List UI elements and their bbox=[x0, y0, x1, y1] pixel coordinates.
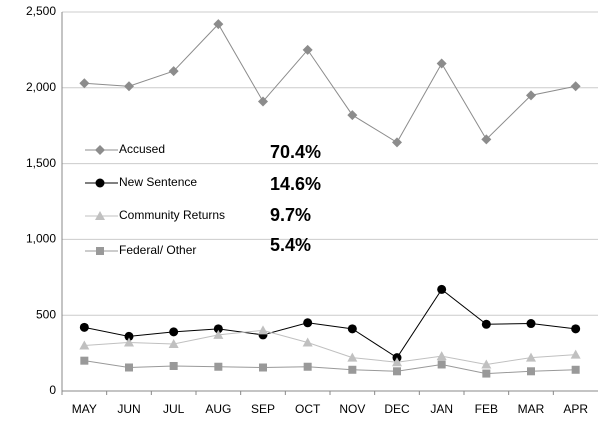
y-tick-label: 1,500 bbox=[26, 156, 56, 170]
marker bbox=[571, 324, 581, 334]
marker bbox=[526, 319, 536, 329]
x-tick-label: JUN bbox=[117, 402, 140, 416]
y-tick-label: 500 bbox=[36, 307, 56, 321]
y-tick-label: 2,500 bbox=[26, 4, 56, 18]
marker bbox=[213, 329, 224, 339]
marker bbox=[213, 324, 223, 334]
y-tick-label: 0 bbox=[49, 383, 56, 397]
marker bbox=[258, 325, 268, 335]
x-tick-label: SEP bbox=[251, 402, 275, 416]
series-line bbox=[84, 329, 576, 365]
legend-label: Accused bbox=[119, 142, 165, 156]
marker bbox=[570, 81, 581, 92]
x-tick-label: MAR bbox=[518, 402, 545, 416]
marker bbox=[96, 247, 104, 255]
x-tick-label: JUL bbox=[163, 402, 185, 416]
marker bbox=[124, 81, 134, 92]
x-tick-label: NOV bbox=[339, 402, 365, 416]
marker bbox=[214, 362, 223, 371]
marker bbox=[570, 349, 581, 359]
marker bbox=[347, 110, 358, 121]
marker bbox=[169, 361, 178, 370]
annotation: 9.7% bbox=[270, 205, 311, 225]
x-tick-label: FEB bbox=[475, 402, 498, 416]
x-tick-label: MAY bbox=[72, 402, 97, 416]
annotation: 5.4% bbox=[270, 235, 311, 255]
marker bbox=[437, 284, 447, 294]
marker bbox=[259, 363, 267, 372]
x-tick-label: OCT bbox=[295, 402, 321, 416]
marker bbox=[79, 340, 90, 350]
marker bbox=[571, 365, 580, 374]
marker bbox=[124, 337, 134, 347]
x-tick-label: AUG bbox=[205, 402, 231, 416]
marker bbox=[436, 58, 447, 69]
legend-label: Federal/ Other bbox=[119, 243, 196, 257]
marker bbox=[95, 145, 105, 155]
marker bbox=[124, 331, 134, 341]
marker bbox=[302, 44, 313, 55]
marker bbox=[303, 362, 312, 371]
y-tick-label: 1,000 bbox=[26, 232, 56, 246]
marker bbox=[79, 78, 90, 89]
marker bbox=[303, 318, 313, 328]
marker bbox=[168, 66, 179, 77]
annotation: 70.4% bbox=[270, 142, 321, 162]
marker bbox=[302, 337, 313, 347]
marker bbox=[481, 134, 492, 145]
marker bbox=[481, 359, 492, 369]
marker bbox=[125, 363, 133, 372]
marker bbox=[213, 19, 224, 30]
marker bbox=[95, 211, 105, 220]
y-tick-label: 2,000 bbox=[26, 80, 56, 94]
marker bbox=[527, 367, 535, 376]
marker bbox=[80, 356, 89, 365]
marker bbox=[436, 351, 447, 361]
marker bbox=[437, 360, 446, 369]
marker bbox=[392, 137, 402, 148]
marker bbox=[481, 319, 491, 329]
marker bbox=[347, 352, 358, 362]
series-line bbox=[84, 360, 576, 375]
marker bbox=[79, 322, 89, 332]
x-tick-label: JAN bbox=[430, 402, 453, 416]
marker bbox=[526, 90, 536, 101]
marker bbox=[347, 324, 357, 334]
marker bbox=[168, 339, 179, 349]
marker bbox=[258, 96, 268, 107]
marker bbox=[526, 352, 536, 362]
marker bbox=[169, 327, 179, 337]
x-tick-label: APR bbox=[563, 402, 588, 416]
legend-label: New Sentence bbox=[119, 175, 197, 189]
series-line bbox=[84, 288, 576, 359]
annotation: 14.6% bbox=[270, 174, 321, 194]
marker bbox=[392, 357, 402, 367]
marker bbox=[393, 367, 401, 376]
legend-label: Community Returns bbox=[119, 208, 225, 222]
marker bbox=[95, 178, 105, 188]
x-tick-label: DEC bbox=[384, 402, 410, 416]
marker bbox=[482, 369, 491, 378]
series-line bbox=[84, 23, 576, 144]
marker bbox=[348, 365, 357, 374]
